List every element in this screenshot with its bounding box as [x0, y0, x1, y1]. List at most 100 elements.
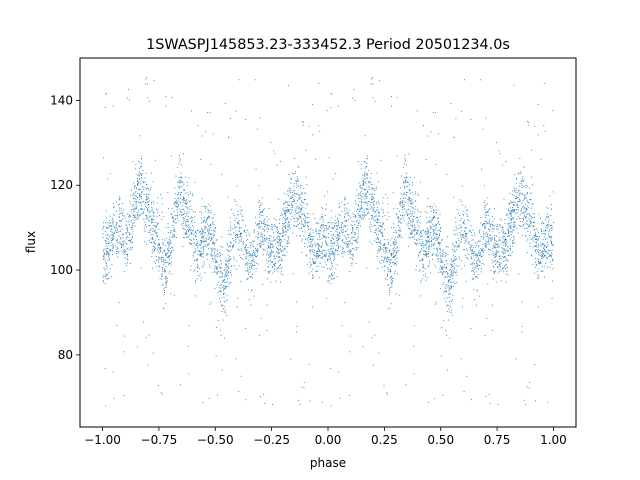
data-point: [330, 240, 332, 242]
data-point: [300, 240, 302, 242]
data-point: [146, 217, 148, 219]
data-point: [218, 271, 219, 273]
data-point: [158, 245, 160, 247]
data-point: [435, 234, 437, 236]
data-point: [389, 249, 391, 251]
data-point: [166, 277, 168, 279]
data-point: [288, 210, 290, 212]
data-point: [398, 230, 400, 232]
data-point: [372, 83, 374, 85]
data-point: [497, 246, 498, 248]
data-point: [485, 246, 487, 248]
data-point: [386, 278, 388, 280]
data-point: [495, 242, 497, 244]
data-point: [224, 288, 225, 290]
data-point: [393, 247, 395, 249]
data-point: [436, 255, 438, 257]
data-point: [279, 259, 281, 261]
data-point: [507, 228, 509, 230]
data-point: [247, 289, 249, 291]
data-point: [547, 234, 549, 235]
data-point: [550, 225, 552, 226]
data-point: [375, 229, 377, 231]
data-point: [189, 200, 191, 202]
data-point: [485, 117, 487, 119]
data-point: [154, 231, 156, 233]
data-point: [148, 216, 150, 218]
data-point: [297, 194, 299, 196]
data-point: [170, 264, 172, 266]
data-point: [207, 212, 209, 213]
data-point: [341, 222, 343, 224]
data-point: [152, 248, 154, 250]
data-point: [509, 238, 511, 240]
data-point: [243, 230, 245, 232]
data-point: [371, 337, 373, 339]
data-point: [330, 262, 332, 263]
data-point: [534, 364, 536, 366]
data-point: [251, 289, 253, 291]
data-point: [135, 208, 137, 209]
data-point: [485, 225, 487, 227]
data-point: [482, 223, 484, 225]
data-point: [489, 230, 491, 232]
data-point: [534, 250, 536, 252]
data-point: [541, 271, 543, 272]
data-point: [184, 210, 186, 212]
data-point: [180, 209, 182, 211]
data-point: [222, 246, 223, 248]
data-point: [363, 173, 365, 175]
data-point: [257, 238, 259, 240]
data-point: [390, 286, 391, 288]
data-point: [266, 215, 268, 217]
data-point: [341, 239, 343, 241]
data-point: [493, 228, 495, 230]
data-point: [552, 244, 554, 246]
data-point: [195, 282, 197, 284]
data-point: [510, 220, 512, 221]
data-point: [453, 250, 455, 252]
data-point: [441, 266, 443, 268]
data-point: [343, 252, 345, 254]
data-point: [328, 250, 330, 252]
data-point: [325, 242, 327, 243]
data-point: [252, 246, 254, 248]
data-point: [242, 220, 244, 222]
data-point: [464, 223, 466, 225]
data-point: [129, 233, 131, 235]
data-point: [394, 239, 396, 241]
data-point: [550, 261, 552, 263]
data-point: [396, 250, 398, 252]
data-point: [307, 226, 309, 227]
data-point: [393, 232, 395, 234]
data-point: [109, 248, 111, 250]
data-point: [112, 220, 114, 222]
data-point: [261, 221, 262, 223]
data-point: [430, 225, 432, 227]
data-point: [296, 217, 298, 219]
data-point: [171, 236, 173, 238]
data-point: [407, 185, 409, 187]
data-point: [367, 208, 369, 210]
data-point: [510, 234, 512, 236]
data-point: [541, 253, 543, 255]
data-point: [430, 206, 432, 208]
data-point: [176, 209, 178, 210]
data-point: [388, 250, 390, 252]
data-point: [211, 238, 213, 240]
data-point: [136, 214, 138, 216]
data-point: [238, 79, 240, 81]
data-point: [464, 228, 466, 230]
data-point: [550, 224, 552, 226]
data-point: [171, 155, 173, 157]
data-point: [122, 243, 124, 244]
data-point: [223, 290, 225, 292]
data-point: [356, 189, 358, 191]
data-point: [317, 247, 319, 249]
data-point: [332, 178, 334, 180]
data-point: [524, 207, 526, 209]
data-point: [300, 197, 302, 198]
data-point: [380, 225, 382, 227]
data-point: [240, 375, 242, 377]
data-point: [497, 228, 499, 230]
